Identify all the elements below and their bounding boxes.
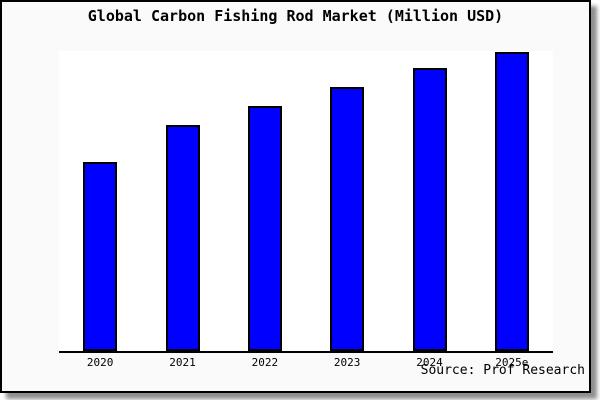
chart-title: Global Carbon Fishing Rod Market (Millio…: [87, 7, 504, 25]
x-tick-label-2022: 2022: [251, 356, 279, 369]
bar-2022: [247, 106, 282, 351]
bar-2024: [412, 68, 447, 351]
x-axis-labels: 2020 2021 2022 2023 2024 2025e: [59, 356, 553, 370]
chart-card: Global Carbon Fishing Rod Market (Millio…: [0, 0, 591, 393]
bar-2021: [165, 125, 200, 351]
bar-2023: [330, 87, 365, 351]
x-tick-label-2021: 2021: [169, 356, 196, 369]
x-tick-label-2020: 2020: [86, 356, 114, 369]
plot-area: [59, 51, 553, 353]
source-note: Source: Prof Research: [420, 363, 585, 378]
bar-2020: [83, 162, 118, 351]
bar-2025e: [494, 52, 529, 351]
x-tick-label-2023: 2023: [333, 356, 361, 369]
x-tick-label-2025e: 2025e: [495, 356, 529, 369]
x-tick-label-2024: 2024: [416, 356, 443, 369]
